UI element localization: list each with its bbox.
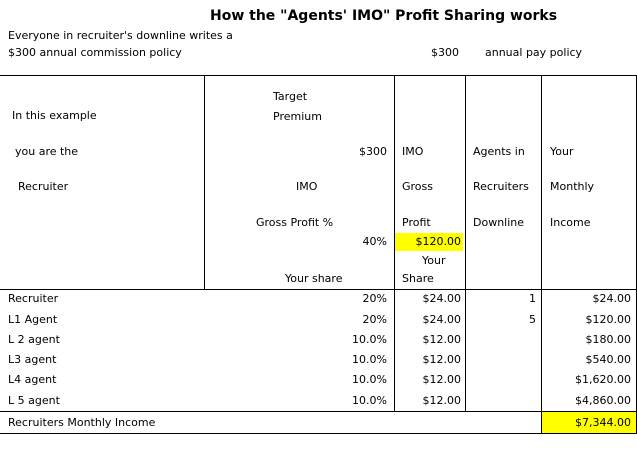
- total-highlight: [542, 412, 636, 433]
- row-label: L4 agent: [8, 373, 57, 386]
- row-label: L1 Agent: [8, 313, 58, 326]
- header-col-profit: Profit: [402, 216, 431, 229]
- gross-profit-highlight: [395, 233, 463, 251]
- row-share: $12.00: [422, 394, 462, 407]
- header-example: In this example: [12, 109, 97, 122]
- header-col-imo: IMO: [402, 145, 424, 158]
- total-value: $7,344.00: [575, 416, 631, 429]
- gross-profit-value: $120.00: [415, 235, 462, 248]
- header-imo: IMO: [296, 180, 318, 193]
- grid-line: [465, 75, 466, 411]
- header-col-share: Share: [402, 272, 434, 285]
- header-col-gross: Gross: [402, 180, 433, 193]
- row-income: $1,620.00: [575, 373, 631, 386]
- row-agents: 1: [529, 292, 536, 305]
- grid-line: [394, 75, 395, 411]
- row-share: $24.00: [422, 313, 462, 326]
- header-your-share: Your share: [285, 272, 343, 285]
- page-title: How the "Agents' IMO" Profit Sharing wor…: [210, 8, 558, 24]
- row-pct: 10.0%: [352, 333, 387, 346]
- row-pct: 20%: [362, 313, 387, 326]
- row-share: $12.00: [422, 333, 462, 346]
- intro-line-1: Everyone in recruiter's downline writes …: [8, 29, 233, 42]
- header-recruiter: Recruiter: [18, 180, 69, 193]
- header-income-monthly: Monthly: [550, 180, 595, 193]
- row-pct: 10.0%: [352, 394, 387, 407]
- grid-line: [0, 289, 637, 290]
- grid-line: [0, 75, 637, 76]
- header-you-are: you are the: [15, 145, 79, 158]
- header-agents-in: Agents in: [473, 145, 525, 158]
- grid-line: [0, 433, 637, 434]
- header-income-income: Income: [550, 216, 591, 229]
- row-income: $180.00: [585, 333, 632, 346]
- pay-label: annual pay policy: [485, 46, 583, 59]
- header-gross-profit-pct: Gross Profit %: [256, 216, 334, 229]
- pay-amount: $300: [431, 46, 459, 59]
- row-share: $12.00: [422, 353, 462, 366]
- row-income: $540.00: [585, 353, 632, 366]
- row-agents: 5: [529, 313, 536, 326]
- row-label: Recruiter: [8, 292, 59, 305]
- premium-value: $300: [359, 145, 387, 158]
- row-share: $24.00: [422, 292, 462, 305]
- row-pct: 10.0%: [352, 373, 387, 386]
- header-premium: Premium: [273, 110, 322, 123]
- gross-profit-pct-value: 40%: [362, 235, 387, 248]
- grid-line: [204, 75, 205, 289]
- header-target: Target: [273, 90, 308, 103]
- row-pct: 10.0%: [352, 353, 387, 366]
- header-downline: Downline: [473, 216, 525, 229]
- header-recruiters: Recruiters: [473, 180, 529, 193]
- row-income: $4,860.00: [575, 394, 631, 407]
- grid-line: [0, 411, 637, 412]
- row-label: L 2 agent: [8, 333, 60, 346]
- intro-line-2: $300 annual commission policy: [8, 46, 182, 59]
- header-income-your: Your: [550, 145, 574, 158]
- row-label: L 5 agent: [8, 394, 60, 407]
- row-label: L3 agent: [8, 353, 57, 366]
- row-share: $12.00: [422, 373, 462, 386]
- total-label: Recruiters Monthly Income: [8, 416, 156, 429]
- row-income: $24.00: [592, 292, 632, 305]
- header-col-your: Your: [422, 254, 446, 267]
- row-income: $120.00: [585, 313, 632, 326]
- grid-line: [541, 75, 542, 433]
- row-pct: 20%: [362, 292, 387, 305]
